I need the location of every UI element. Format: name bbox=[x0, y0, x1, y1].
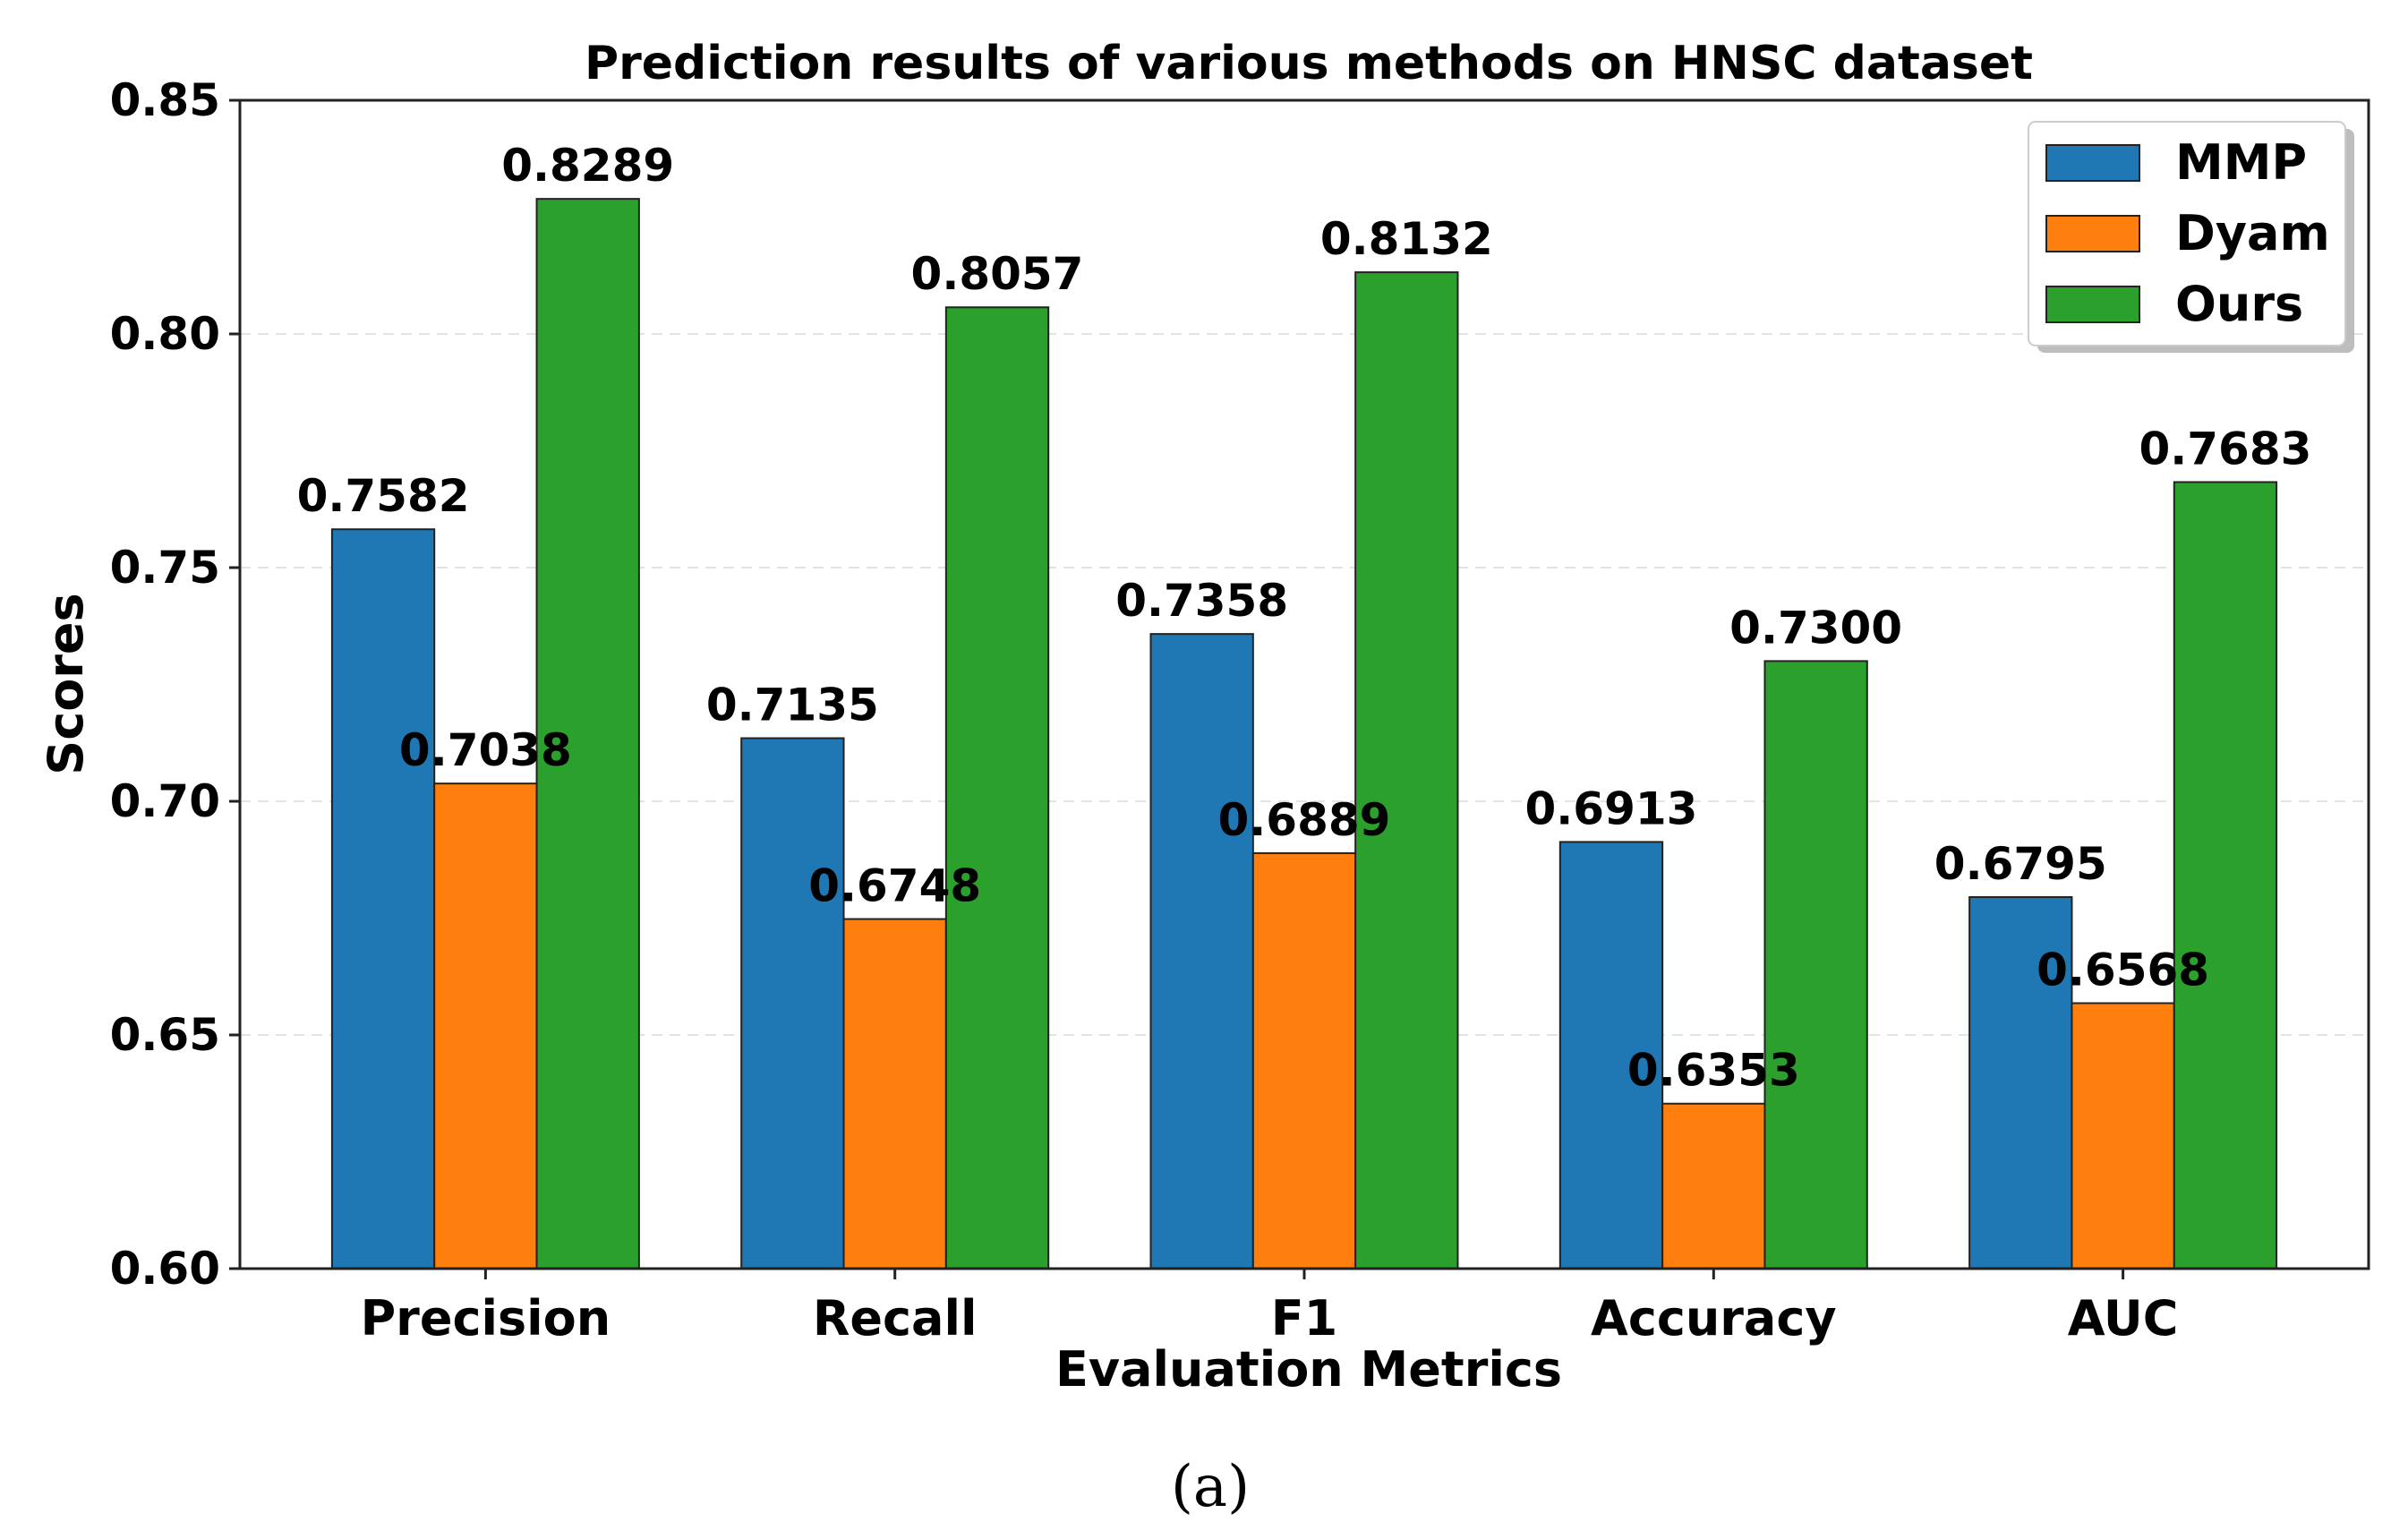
value-label-dyam-accuracy: 0.6353 bbox=[1627, 1045, 1800, 1097]
value-label-mmp-recall: 0.7135 bbox=[706, 680, 879, 731]
bar-mmp-auc bbox=[1968, 896, 2073, 1270]
value-label-ours-f1: 0.8132 bbox=[1320, 213, 1493, 265]
legend-label-dyam: Dyam bbox=[2175, 205, 2330, 261]
bar-ours-f1 bbox=[1354, 271, 1459, 1270]
bar-mmp-f1 bbox=[1149, 633, 1254, 1270]
y-tick-label: 0.75 bbox=[110, 542, 220, 594]
legend-swatch-mmp bbox=[2045, 144, 2140, 182]
value-label-mmp-f1: 0.7358 bbox=[1115, 575, 1288, 627]
bar-ours-accuracy bbox=[1763, 660, 1868, 1270]
value-label-ours-auc: 0.7683 bbox=[2139, 423, 2311, 475]
y-tick-label: 0.65 bbox=[110, 1009, 220, 1061]
bar-dyam-f1 bbox=[1251, 851, 1357, 1270]
figure-caption: (a) bbox=[1171, 1454, 1250, 1520]
x-tick-label-accuracy: Accuracy bbox=[1591, 1290, 1837, 1347]
x-tick-label-recall: Recall bbox=[813, 1290, 978, 1347]
bar-ours-recall bbox=[944, 306, 1050, 1270]
value-label-dyam-auc: 0.6568 bbox=[2037, 945, 2209, 996]
legend-label-ours: Ours bbox=[2175, 276, 2303, 332]
value-label-mmp-precision: 0.7582 bbox=[297, 470, 470, 522]
bar-dyam-precision bbox=[433, 782, 538, 1270]
legend-label-mmp: MMP bbox=[2175, 134, 2307, 191]
bar-mmp-recall bbox=[740, 737, 845, 1270]
x-tick-label-precision: Precision bbox=[361, 1290, 611, 1347]
chart-title: Prediction results of various methods on… bbox=[585, 37, 2033, 90]
x-tick-label-f1: F1 bbox=[1271, 1290, 1337, 1347]
bar-ours-auc bbox=[2173, 481, 2278, 1270]
y-tick-label: 0.85 bbox=[110, 74, 220, 126]
y-tick-label: 0.80 bbox=[110, 308, 220, 360]
value-label-dyam-f1: 0.6889 bbox=[1218, 794, 1391, 846]
value-label-mmp-auc: 0.6795 bbox=[1934, 838, 2107, 890]
x-tick-label-auc: AUC bbox=[2068, 1290, 2179, 1347]
value-labels: 0.7582 0.7038 0.8289 0.7135 0.6748 0.8057 0.73… bbox=[297, 140, 2312, 1097]
y-tick-label: 0.70 bbox=[110, 775, 220, 827]
value-label-dyam-precision: 0.7038 bbox=[399, 724, 572, 776]
bar-dyam-recall bbox=[842, 918, 947, 1270]
legend: MMP Dyam Ours bbox=[2028, 121, 2354, 353]
value-label-ours-precision: 0.8289 bbox=[501, 140, 674, 192]
value-label-dyam-recall: 0.6748 bbox=[808, 860, 981, 912]
bars bbox=[330, 198, 2278, 1270]
y-axis-title: Scores bbox=[38, 593, 94, 774]
value-label-ours-recall: 0.8057 bbox=[911, 248, 1084, 300]
x-axis-title: Evaluation Metrics bbox=[1055, 1341, 1562, 1398]
value-label-mmp-accuracy: 0.6913 bbox=[1525, 782, 1698, 834]
bar-ours-precision bbox=[535, 198, 640, 1270]
value-label-ours-accuracy: 0.7300 bbox=[1729, 602, 1902, 654]
legend-swatch-ours bbox=[2045, 286, 2140, 323]
bar-dyam-auc bbox=[2071, 1002, 2175, 1270]
axes: 0.60 0.65 0.70 0.75 0.80 0.85 Precision Recall F… bbox=[110, 74, 2179, 1347]
y-tick-label: 0.60 bbox=[110, 1243, 220, 1295]
legend-swatch-dyam bbox=[2045, 215, 2140, 252]
bar-dyam-accuracy bbox=[1661, 1102, 1766, 1270]
bar-mmp-precision bbox=[330, 528, 436, 1270]
